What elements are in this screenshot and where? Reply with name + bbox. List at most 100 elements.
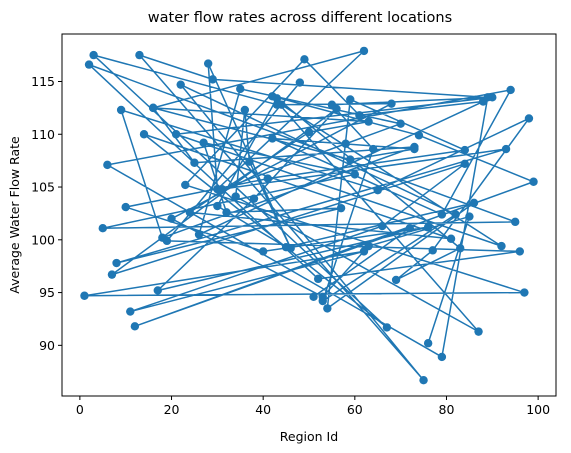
data-point [258, 247, 268, 256]
data-point [419, 375, 428, 385]
data-point [346, 95, 355, 104]
x-tick-label: 60 [347, 402, 363, 417]
data-point [222, 208, 231, 217]
x-tick-label: 0 [76, 402, 84, 417]
data-point [185, 208, 195, 217]
data-point [355, 111, 364, 120]
x-tick-label: 100 [526, 402, 550, 417]
x-tick-label: 40 [255, 402, 271, 417]
data-point [524, 114, 534, 123]
data-point [437, 210, 447, 219]
data-point [231, 192, 240, 201]
y-tick-label: 105 [31, 180, 55, 195]
data-point [107, 270, 117, 279]
data-point [121, 202, 130, 212]
data-point [497, 241, 506, 251]
data-point [135, 50, 144, 60]
x-tick-label: 20 [164, 402, 180, 417]
data-point [515, 247, 524, 256]
series-marker-group [80, 46, 538, 385]
data-point [423, 339, 433, 348]
data-point [341, 139, 350, 148]
data-point [483, 93, 492, 102]
data-point [80, 291, 89, 300]
data-point [272, 94, 282, 103]
x-axis-label: Region Id [280, 429, 338, 444]
series-line-group [83, 50, 535, 381]
data-point [396, 119, 405, 128]
data-point [456, 244, 465, 253]
data-point [245, 157, 254, 166]
data-point [208, 75, 217, 84]
x-tick-label: 80 [439, 402, 455, 417]
data-point [529, 177, 538, 186]
data-point [460, 145, 470, 155]
data-point [323, 304, 332, 313]
y-tick-label: 100 [31, 232, 55, 247]
data-point [368, 144, 378, 154]
data-point [405, 223, 415, 233]
data-point [511, 217, 520, 227]
data-point [194, 230, 204, 239]
data-point [153, 286, 162, 295]
data-point [318, 292, 327, 301]
data-point [410, 144, 419, 154]
data-point [126, 307, 135, 316]
x-axis: 0 20 40 60 80 100 [76, 396, 550, 417]
data-point [190, 158, 199, 167]
y-tick-label: 95 [39, 285, 55, 300]
axes-frame [61, 33, 557, 397]
data-point [451, 210, 460, 219]
data-point [103, 160, 112, 170]
data-point [359, 46, 369, 56]
data-point [414, 131, 424, 140]
data-point [139, 130, 149, 139]
data-point [181, 180, 190, 190]
data-point [446, 234, 456, 243]
data-point [506, 85, 515, 95]
data-point [98, 223, 107, 233]
data-point [460, 159, 470, 169]
data-point [336, 203, 346, 213]
data-point [162, 236, 172, 246]
data-point [309, 292, 318, 301]
data-point [268, 134, 277, 143]
data-point [89, 50, 98, 60]
data-point [199, 138, 208, 147]
data-point [378, 221, 387, 231]
y-tick-label: 110 [31, 127, 55, 142]
data-point [373, 186, 382, 195]
data-point [364, 117, 373, 126]
data-point [391, 275, 401, 285]
data-point [364, 241, 373, 251]
data-point [148, 103, 158, 113]
data-point [263, 174, 272, 183]
data-point [346, 155, 355, 164]
data-point [474, 327, 483, 336]
data-point [249, 194, 259, 203]
data-point [272, 100, 282, 109]
data-point [520, 288, 529, 297]
data-point [240, 105, 250, 115]
data-point [382, 323, 392, 332]
y-axis-label: Average Water Flow Rate [7, 136, 22, 294]
data-point [327, 100, 337, 109]
data-point [350, 170, 360, 179]
y-tick-label: 115 [31, 74, 55, 89]
series-line [83, 50, 535, 381]
data-point [423, 222, 433, 232]
data-point [236, 84, 245, 94]
data-point [387, 99, 396, 108]
data-point [84, 60, 94, 69]
data-point [203, 59, 213, 68]
data-point [171, 130, 181, 139]
data-point [300, 55, 309, 64]
y-axis: 90 95 100 105 110 115 [31, 74, 62, 353]
data-point [213, 201, 222, 211]
data-point [217, 184, 227, 194]
data-point [130, 322, 140, 331]
data-point [313, 274, 323, 284]
data-point [437, 352, 447, 362]
